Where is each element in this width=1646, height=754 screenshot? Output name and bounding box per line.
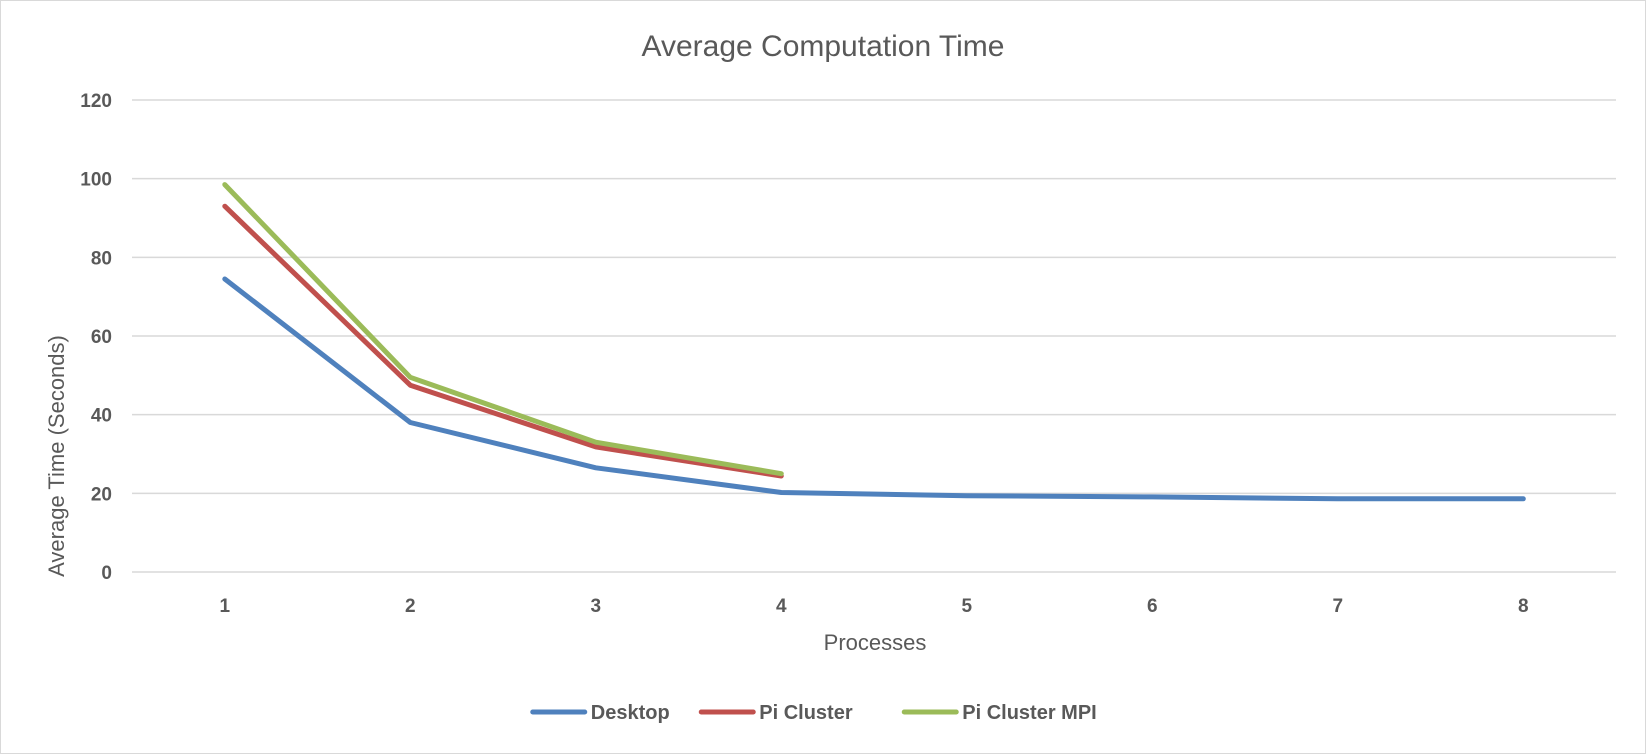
x-tick-label: 8	[1518, 596, 1529, 617]
series-line-pi-cluster-mpi	[222, 182, 784, 477]
y-tick-label: 40	[91, 406, 112, 427]
legend-item-pi-cluster: Pi Cluster	[698, 702, 853, 724]
legend-label: Pi Cluster MPI	[962, 702, 1096, 724]
y-tick-label: 100	[80, 170, 112, 191]
y-tick-label: 20	[91, 484, 112, 505]
y-axis-title: Average Time (Seconds)	[44, 335, 69, 577]
legend-item-desktop: Desktop	[530, 702, 670, 724]
x-tick-label: 3	[590, 596, 601, 617]
chart-title: Average Computation Time	[642, 30, 1005, 63]
y-axis-ticks: 0 20 40 60 80 100 120	[80, 91, 112, 584]
x-tick-label: 6	[1147, 596, 1158, 617]
x-tick-label: 4	[776, 596, 787, 617]
x-tick-label: 1	[219, 596, 230, 617]
legend-label: Desktop	[591, 702, 670, 724]
x-tick-label: 5	[961, 596, 972, 617]
x-tick-label: 7	[1332, 596, 1343, 617]
legend-item-pi-cluster-mpi: Pi Cluster MPI	[901, 702, 1097, 724]
gridlines	[132, 99, 1616, 573]
legend: Desktop Pi Cluster Pi Cluster MPI	[530, 702, 1097, 724]
series-line-pi-cluster	[222, 203, 784, 479]
series-lines	[222, 182, 1526, 502]
x-axis-ticks: 1 2 3 4 5 6 7 8	[219, 596, 1528, 617]
legend-label: Pi Cluster	[759, 702, 853, 724]
series-line-desktop	[222, 276, 1526, 502]
y-tick-label: 120	[80, 91, 112, 112]
x-axis-title: Processes	[824, 630, 927, 655]
y-tick-label: 0	[101, 563, 112, 584]
y-tick-label: 60	[91, 327, 112, 348]
y-tick-label: 80	[91, 248, 112, 269]
x-tick-label: 2	[405, 596, 416, 617]
